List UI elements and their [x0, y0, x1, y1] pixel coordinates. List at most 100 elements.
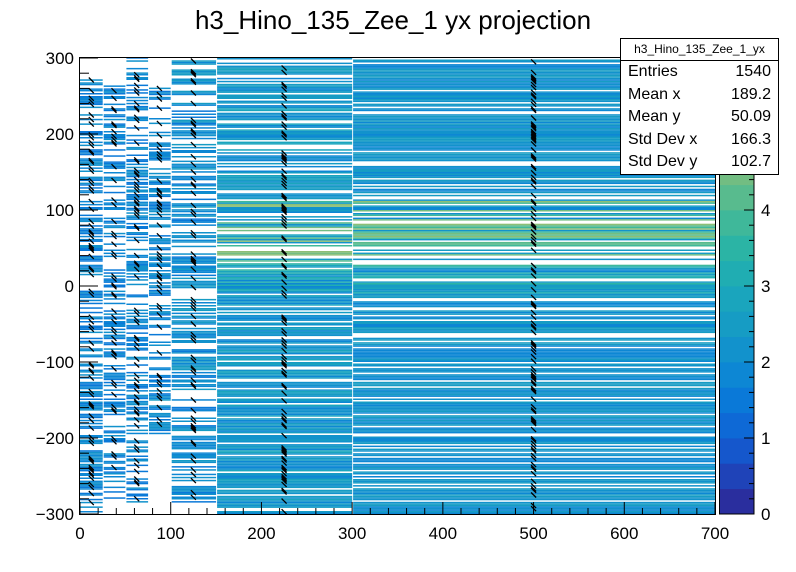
heatmap-cell — [80, 454, 103, 457]
heatmap-cell — [149, 218, 171, 220]
error-marker — [190, 313, 197, 320]
heatmap-cell — [80, 88, 103, 90]
error-marker — [530, 125, 537, 132]
heatmap-cell — [171, 406, 217, 409]
heatmap-cell — [126, 324, 149, 327]
heatmap-cell — [217, 241, 353, 244]
error-marker — [111, 177, 117, 184]
heatmap-cell — [353, 392, 715, 394]
error-marker — [190, 79, 197, 86]
error-marker — [530, 229, 537, 235]
heatmap-cell — [217, 308, 353, 311]
error-marker — [190, 202, 197, 209]
error-marker — [530, 233, 537, 240]
heatmap-cell — [126, 495, 149, 497]
heatmap-cell — [171, 267, 217, 269]
error-marker — [190, 466, 197, 473]
heatmap-cell — [103, 435, 126, 437]
error-marker — [530, 69, 537, 76]
error-marker — [88, 265, 95, 272]
heatmap-cell — [149, 264, 171, 266]
error-marker — [190, 471, 197, 478]
error-marker — [88, 87, 95, 94]
error-marker — [281, 207, 288, 214]
heatmap-cell — [80, 203, 103, 206]
error-marker — [281, 153, 288, 159]
error-marker — [190, 457, 197, 464]
error-marker — [190, 182, 197, 189]
heatmap-cell — [217, 118, 353, 121]
heatmap-cell — [217, 438, 353, 440]
heatmap-cell — [103, 334, 126, 337]
heatmap-cell — [217, 428, 353, 431]
error-marker — [281, 168, 288, 175]
error-marker — [530, 294, 537, 301]
heatmap-cell — [217, 141, 353, 144]
error-marker — [530, 163, 537, 170]
error-marker — [530, 115, 537, 121]
error-marker — [530, 280, 537, 287]
heatmap-cell — [353, 228, 715, 230]
heatmap-cell — [217, 245, 353, 247]
heatmap-cell — [80, 482, 103, 484]
error-marker — [190, 161, 197, 168]
heatmap-cell — [80, 132, 103, 134]
error-marker — [88, 229, 95, 235]
color-scale-step — [719, 387, 754, 414]
heatmap-cell — [171, 365, 217, 368]
heatmap-cell — [80, 407, 103, 410]
error-marker — [530, 408, 537, 415]
heatmap-cell — [353, 147, 715, 150]
heatmap-cell — [217, 413, 353, 416]
heatmap-cell — [80, 340, 103, 343]
heatmap-cell — [126, 295, 149, 298]
heatmap-cell — [217, 404, 353, 407]
heatmap-cell — [149, 285, 171, 287]
error-marker — [281, 330, 288, 337]
error-marker — [88, 165, 95, 172]
error-marker — [111, 105, 117, 112]
heatmap-cell — [149, 172, 171, 175]
heatmap-cell — [217, 375, 353, 378]
heatmap-cell — [353, 317, 715, 320]
error-marker — [156, 254, 163, 261]
heatmap-cell — [353, 369, 715, 372]
error-marker — [281, 466, 288, 473]
heatmap-cell — [103, 178, 126, 180]
error-marker — [88, 499, 95, 506]
heatmap-cell — [353, 407, 715, 410]
error-marker — [530, 131, 537, 138]
error-marker — [156, 178, 163, 185]
error-marker — [281, 467, 288, 474]
heatmap-cell — [353, 159, 715, 162]
error-marker — [88, 400, 95, 407]
heatmap-cell — [126, 432, 149, 435]
error-marker — [190, 331, 197, 338]
error-marker — [281, 359, 288, 366]
error-marker — [133, 117, 140, 124]
error-marker — [190, 219, 197, 226]
stats-row-entries: Entries 1540 — [628, 63, 771, 80]
heatmap-cell — [103, 375, 126, 378]
heatmap-cell — [149, 344, 171, 346]
heatmap-cell — [217, 269, 353, 271]
heatmap-cell — [353, 93, 715, 95]
error-marker — [530, 403, 537, 410]
error-marker — [281, 423, 288, 430]
heatmap-cell — [149, 416, 171, 418]
error-marker — [133, 334, 140, 341]
error-marker — [530, 447, 537, 454]
error-marker — [281, 489, 288, 495]
heatmap-cell — [353, 273, 715, 276]
heatmap-cell — [171, 121, 217, 123]
error-marker — [190, 418, 197, 425]
error-marker — [133, 476, 140, 482]
error-marker — [133, 172, 140, 178]
heatmap-cell — [126, 487, 149, 489]
heatmap-cell — [149, 239, 171, 242]
error-marker — [133, 196, 140, 203]
heatmap-cell — [217, 283, 353, 285]
error-marker — [190, 365, 197, 372]
error-marker — [190, 422, 197, 429]
heatmap-cell — [80, 191, 103, 194]
